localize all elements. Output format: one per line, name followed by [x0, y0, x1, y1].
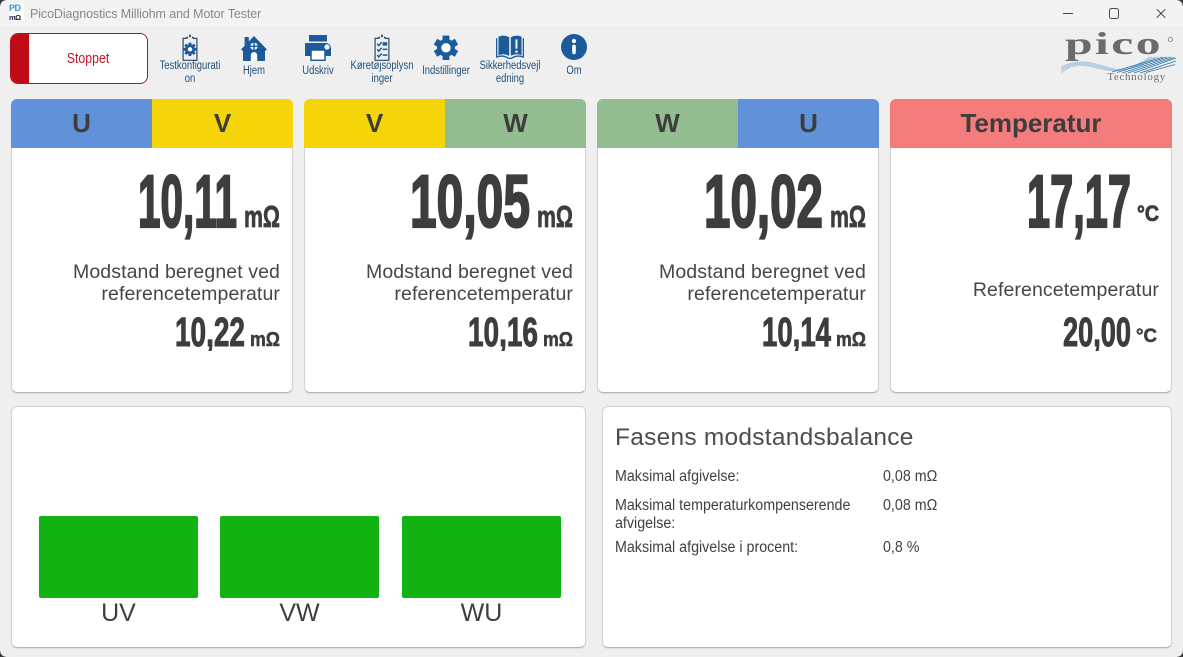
svg-text:17,17: 17,17: [1027, 174, 1131, 243]
svg-text:°C: °C: [1137, 202, 1159, 226]
svg-text:pico: pico: [1065, 30, 1163, 62]
svg-text:20,00: 20,00: [1063, 311, 1131, 351]
svg-text:mΩ: mΩ: [244, 199, 280, 234]
svg-text:10,11: 10,11: [138, 174, 237, 243]
svg-text:mΩ: mΩ: [537, 199, 573, 234]
svg-text:10,14: 10,14: [762, 311, 832, 351]
svg-text:10,16: 10,16: [468, 310, 538, 351]
svg-text:Technology: Technology: [1107, 71, 1166, 83]
svg-text:mΩ: mΩ: [830, 199, 866, 234]
svg-text:°C: °C: [1136, 325, 1157, 346]
svg-text:mΩ: mΩ: [250, 329, 280, 351]
svg-text:10,22: 10,22: [175, 310, 245, 351]
svg-text:10,05: 10,05: [410, 174, 530, 244]
svg-text:mΩ: mΩ: [836, 329, 866, 351]
svg-text:mΩ: mΩ: [543, 329, 573, 351]
svg-text:10,02: 10,02: [704, 174, 823, 244]
